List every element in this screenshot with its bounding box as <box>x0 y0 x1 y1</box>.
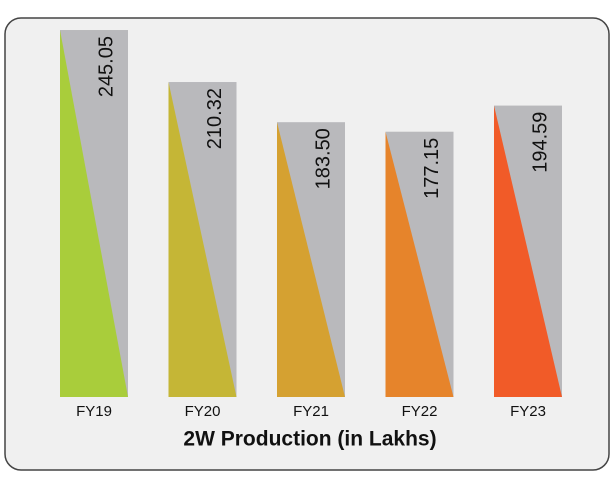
value-label: 194.59 <box>529 112 551 173</box>
x-tick-label: FY22 <box>402 403 438 420</box>
bar-shade <box>385 131 454 397</box>
bar-shade <box>494 105 562 397</box>
value-label: 210.32 <box>204 88 226 149</box>
chart-title: 2W Production (in Lakhs) <box>183 428 436 451</box>
x-tick-label: FY23 <box>510 403 546 420</box>
bar-shade <box>168 82 237 397</box>
value-label: 183.50 <box>312 128 334 189</box>
bar-shade <box>60 30 128 397</box>
x-tick-label: FY21 <box>293 403 329 420</box>
value-label: 177.15 <box>421 138 443 199</box>
bar-shade <box>277 122 345 397</box>
value-label: 245.05 <box>95 36 117 97</box>
x-tick-label: FY20 <box>185 403 221 420</box>
x-tick-label: FY19 <box>76 403 112 420</box>
